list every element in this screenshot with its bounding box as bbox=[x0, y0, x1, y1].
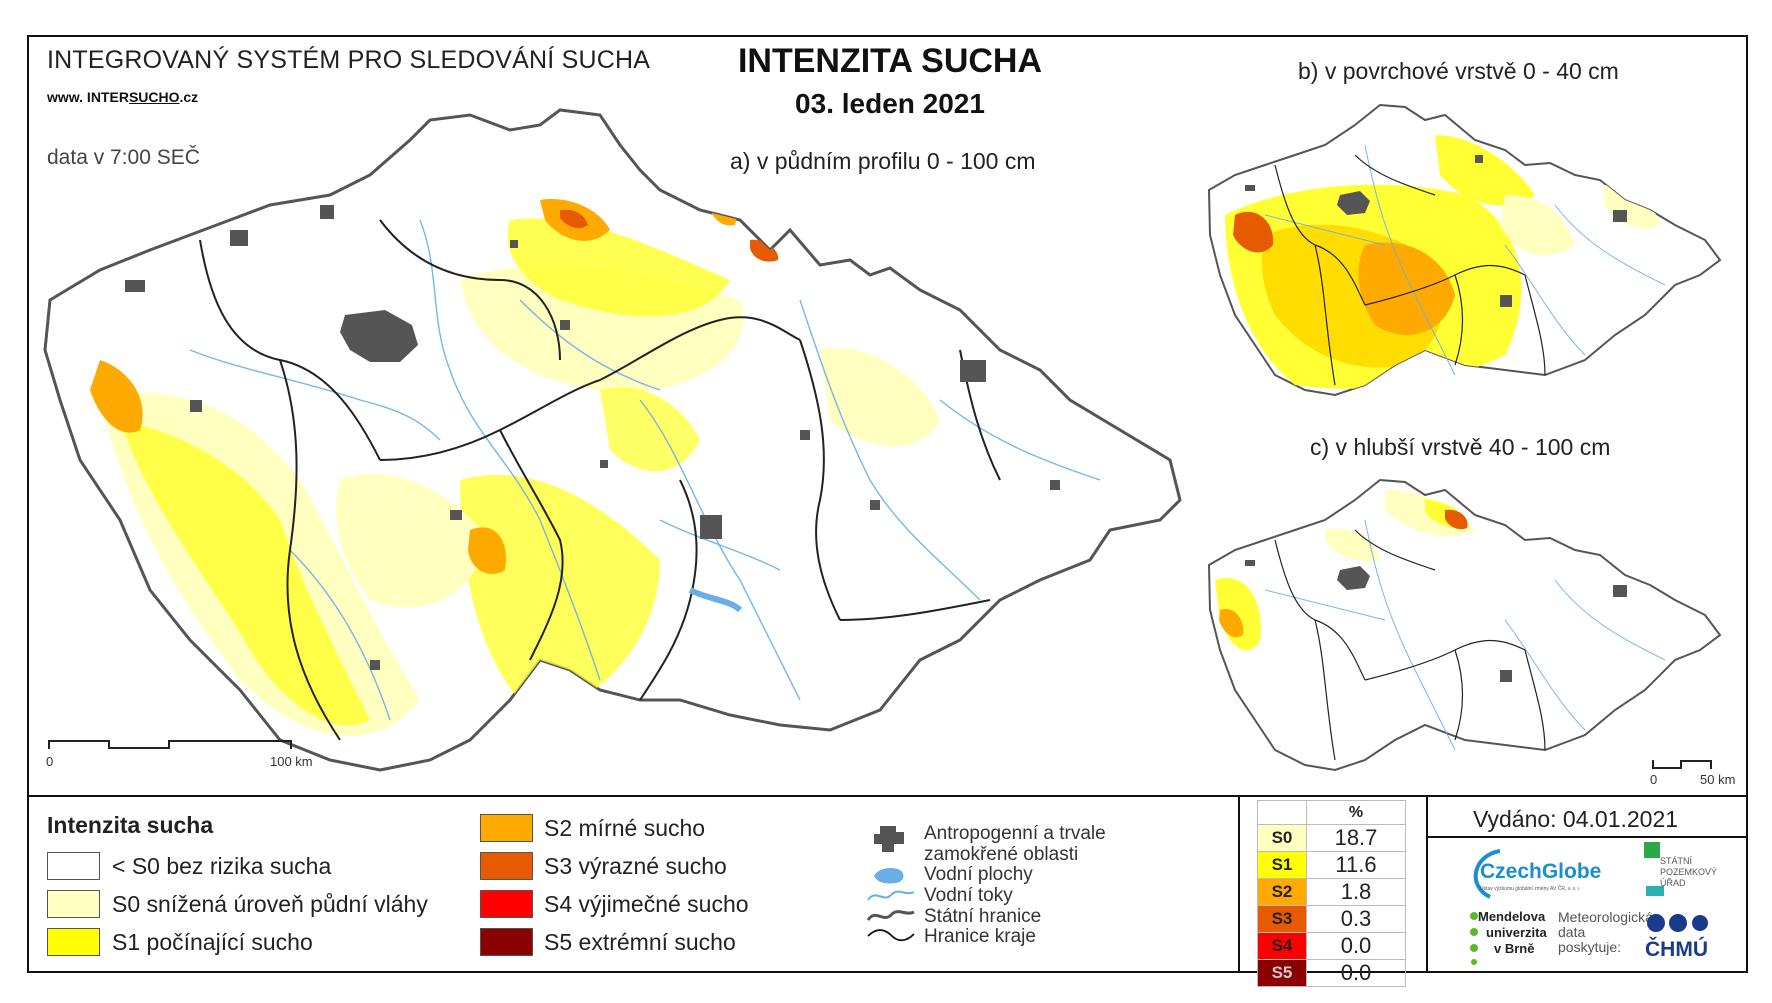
main-title: INTENZITA SUCHA bbox=[737, 42, 1043, 80]
spu-line3: ÚŘAD bbox=[1660, 878, 1686, 888]
map-a-label: a) v půdním profilu 0 - 100 cm bbox=[730, 148, 1036, 174]
legend-title: Intenzita sucha bbox=[47, 812, 214, 838]
stats-value: 18.7 bbox=[1306, 824, 1406, 852]
legend-swatch-s3 bbox=[480, 852, 533, 880]
czechglobe-sub: Ústav výzkumu globální změny AV ČR, v. v… bbox=[1480, 886, 1581, 892]
divider bbox=[1426, 795, 1428, 973]
legend-swatch-s2 bbox=[480, 814, 533, 842]
legend-state-border-label: Státní hranice bbox=[924, 906, 1042, 927]
legend-label-s5: S5 extrémní sucho bbox=[544, 929, 736, 955]
legend-label-s1: S1 počínající sucho bbox=[112, 929, 313, 955]
legend-label-below-s0: < S0 bez rizika sucha bbox=[112, 853, 332, 879]
scale-main-start: 0 bbox=[46, 754, 54, 769]
legend-region-border-label: Hranice kraje bbox=[924, 926, 1036, 947]
legend-urban-label1: Antropogenní a trvale bbox=[924, 823, 1106, 844]
stats-value: 11.6 bbox=[1306, 851, 1406, 879]
scale-small-end: 50 km bbox=[1700, 772, 1736, 787]
scale-main-end: 100 km bbox=[270, 754, 313, 769]
divider bbox=[1238, 795, 1240, 973]
legend-urban-label2: zamokřené oblasti bbox=[924, 844, 1079, 865]
stats-header: % bbox=[1306, 800, 1406, 825]
legend-swatch-s1 bbox=[47, 928, 100, 956]
scale-bar-main bbox=[48, 740, 292, 749]
meteo-line1: Meteorologická bbox=[1558, 909, 1653, 925]
website-prefix: www. INTER bbox=[47, 89, 129, 105]
spu-logo-icon bbox=[1644, 842, 1664, 896]
spu-line2: POZEMKOVÝ bbox=[1660, 867, 1718, 877]
website-brand: SUCHO bbox=[128, 89, 180, 105]
czechglobe-logo-icon bbox=[1473, 849, 1501, 899]
state-border-icon bbox=[866, 910, 915, 921]
legend-river-label: Vodní toky bbox=[924, 885, 1013, 906]
stats-class: S0 bbox=[1257, 824, 1307, 852]
legend-label-s2: S2 mírné sucho bbox=[544, 815, 706, 841]
map-b bbox=[1207, 103, 1722, 397]
system-title: INTEGROVANÝ SYSTÉM PRO SLEDOVÁNÍ SUCHA bbox=[47, 46, 651, 74]
chmu-logo-icon bbox=[1647, 914, 1708, 932]
czechglobe-name: CzechGlobe bbox=[1480, 860, 1602, 883]
urban-area-icon bbox=[874, 826, 904, 852]
issued-date: Vydáno: 04.01.2021 bbox=[1473, 806, 1679, 832]
legend-panel bbox=[27, 795, 1748, 973]
data-time: data v 7:00 SEČ bbox=[47, 146, 200, 169]
meteo-text: Meteorologická data poskytuje: bbox=[1558, 910, 1653, 955]
map-date: 03. leden 2021 bbox=[795, 88, 985, 119]
drought-stats-table: % S0 18.7 S1 11.6 S2 1.8 S3 0.3 S4 0.0 S5 0.0 bbox=[1257, 800, 1406, 987]
website-link[interactable]: www. INTERSUCHO.cz bbox=[47, 89, 198, 105]
scale-bar-small bbox=[1652, 760, 1712, 769]
stats-value: 0.3 bbox=[1306, 905, 1406, 933]
chmu-name: ČHMÚ bbox=[1645, 938, 1708, 961]
mendelu-text: Mendelova univerzita v Brně bbox=[1478, 909, 1547, 957]
mendelu-line2: univerzita bbox=[1486, 925, 1547, 940]
scale-small-start: 0 bbox=[1650, 772, 1658, 787]
stats-class: S1 bbox=[1257, 851, 1307, 879]
legend-swatch-s4 bbox=[480, 890, 533, 918]
legend-swatch-below-s0 bbox=[47, 852, 100, 880]
meteo-line3: poskytuje: bbox=[1558, 939, 1622, 955]
spu-text: STÁTNÍ POZEMKOVÝ ÚŘAD bbox=[1660, 856, 1717, 889]
stats-header-blank bbox=[1257, 800, 1307, 825]
stats-class: S3 bbox=[1257, 905, 1307, 933]
legend-water-label: Vodní plochy bbox=[924, 864, 1033, 885]
map-c bbox=[1207, 478, 1722, 772]
stats-class: S5 bbox=[1257, 959, 1307, 987]
legend-label-s4: S4 výjimečné sucho bbox=[544, 891, 749, 917]
mendelu-line3: v Brně bbox=[1494, 941, 1535, 956]
water-body-icon bbox=[874, 868, 904, 884]
legend-label-s0: S0 snížená úroveň půdní vláhy bbox=[112, 891, 428, 917]
legend-label-s3: S3 výrazné sucho bbox=[544, 853, 727, 879]
website-suffix: .cz bbox=[179, 89, 199, 105]
legend-swatch-s5 bbox=[480, 928, 533, 956]
meteo-line2: data bbox=[1558, 924, 1586, 940]
map-a bbox=[43, 108, 1182, 772]
region-border-icon bbox=[867, 929, 915, 942]
stats-value: 1.8 bbox=[1306, 878, 1406, 906]
stats-value: 0.0 bbox=[1306, 959, 1406, 987]
mendelu-line1: Mendelova bbox=[1478, 909, 1546, 924]
legend-swatch-s0 bbox=[47, 890, 100, 918]
map-b-label: b) v povrchové vrstvě 0 - 40 cm bbox=[1298, 58, 1619, 84]
divider bbox=[1426, 836, 1748, 838]
spu-line1: STÁTNÍ bbox=[1660, 856, 1693, 866]
stats-class: S2 bbox=[1257, 878, 1307, 906]
stats-value: 0.0 bbox=[1306, 932, 1406, 960]
river-icon bbox=[867, 890, 915, 901]
mendelu-logo-icon bbox=[1470, 912, 1478, 965]
map-c-label: c) v hlubší vrstvě 40 - 100 cm bbox=[1310, 434, 1611, 460]
stats-class: S4 bbox=[1257, 932, 1307, 960]
